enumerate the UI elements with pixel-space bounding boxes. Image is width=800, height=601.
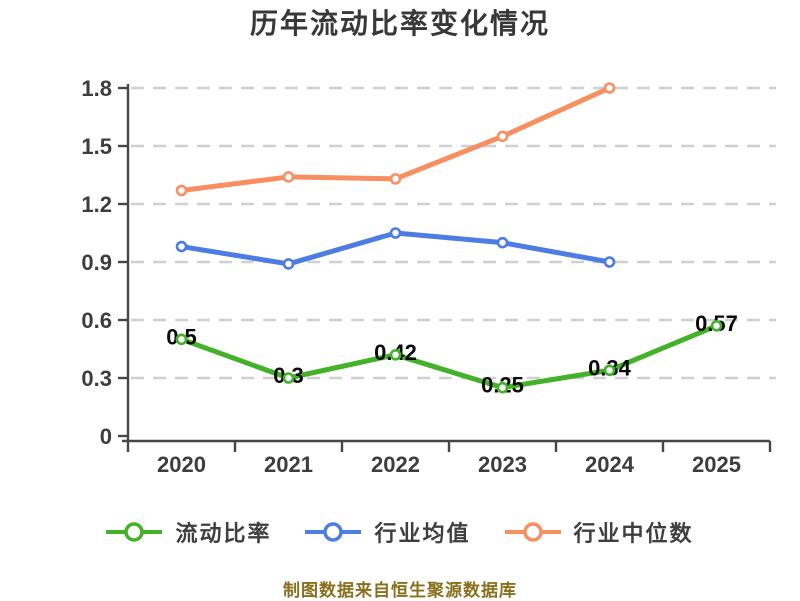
legend-item-label: 行业均值 <box>374 521 471 546</box>
legend-item-label: 流动比率 <box>175 521 272 546</box>
x-tick-label: 2025 <box>692 452 741 477</box>
x-tick-label: 2020 <box>157 452 206 477</box>
data-point-industry-median[interactable] <box>175 184 188 197</box>
chart-title: 历年流动比率变化情况 <box>249 8 550 39</box>
x-tick-label: 2024 <box>585 452 635 477</box>
y-tick-label: 0.9 <box>81 250 112 275</box>
data-point-industry-median[interactable] <box>389 173 402 185</box>
legend-line-circle-icon <box>504 522 561 542</box>
legend-item-industry-median[interactable]: 行业中位数 <box>504 516 694 548</box>
legend-item-industry-mean[interactable]: 行业均值 <box>305 516 470 548</box>
data-point-industry-mean[interactable] <box>496 236 509 249</box>
y-tick-label: 0.3 <box>81 366 112 391</box>
data-point-industry-mean[interactable] <box>603 256 616 268</box>
data-point-current-ratio[interactable] <box>282 372 295 384</box>
data-point-industry-median[interactable] <box>496 130 509 143</box>
series-line-current-ratio <box>179 323 719 391</box>
y-tick-label: 1.5 <box>81 134 112 159</box>
y-tick-label: 1.8 <box>81 76 112 101</box>
legend-line-circle-icon <box>305 522 362 542</box>
legend-item-current-ratio[interactable]: 流动比率 <box>106 516 271 548</box>
data-point-industry-median[interactable] <box>282 171 295 183</box>
chart-canvas: 0 0.3 0.6 0.9 1.2 1.5 1.8 2020 2021 2022 2023 2024 2… <box>81 76 776 477</box>
data-point-industry-mean[interactable] <box>389 227 402 239</box>
y-tick-label: 0 <box>100 424 112 449</box>
x-tick-label: 2022 <box>371 452 420 477</box>
legend-item-label: 行业中位数 <box>573 521 694 546</box>
chart-legend: 流动比率 行业均值 行业中位数 <box>0 516 800 548</box>
data-point-current-ratio[interactable] <box>603 364 616 377</box>
y-tick-label: 0.6 <box>81 308 112 333</box>
data-point-current-ratio[interactable] <box>710 319 723 332</box>
data-point-industry-mean[interactable] <box>175 240 188 253</box>
data-point-current-ratio[interactable] <box>389 348 402 361</box>
legend-line-circle-icon <box>106 522 163 542</box>
data-point-current-ratio[interactable] <box>496 381 509 394</box>
x-tick-label: 2023 <box>478 452 527 477</box>
y-tick-label: 1.2 <box>81 192 112 217</box>
data-point-industry-mean[interactable] <box>282 258 295 270</box>
data-point-current-ratio[interactable] <box>175 333 188 346</box>
data-point-industry-median[interactable] <box>603 82 616 94</box>
x-tick-label: 2021 <box>264 452 313 477</box>
footer-caption: 制图数据来自恒生聚源数据库 <box>283 581 517 600</box>
